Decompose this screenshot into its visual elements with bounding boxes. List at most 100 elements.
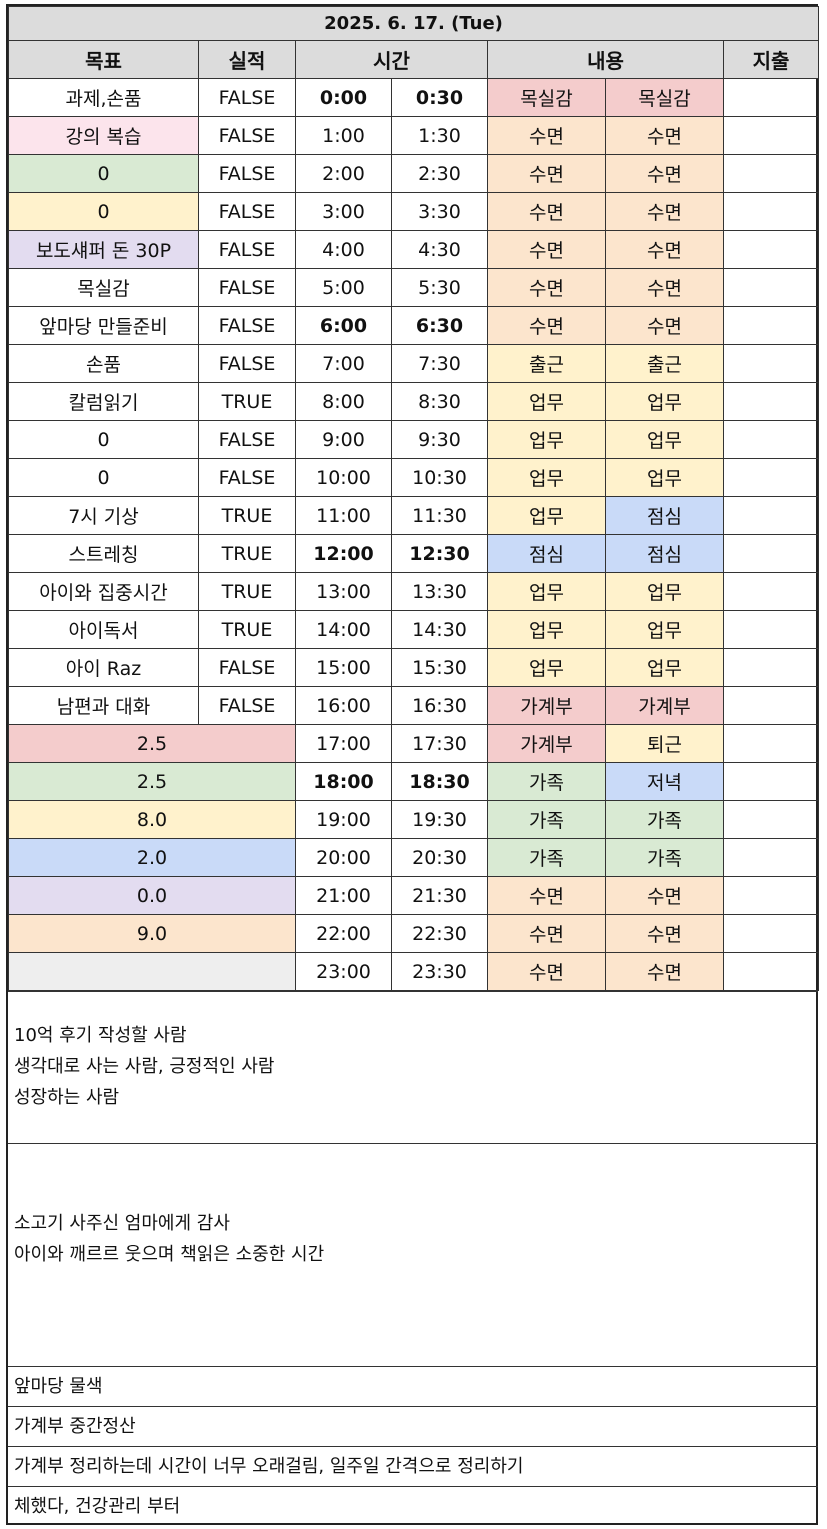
time-half-cell[interactable]: 14:30 <box>391 610 488 649</box>
expense-cell[interactable] <box>722 952 820 991</box>
result-cell[interactable]: FALSE <box>198 344 296 383</box>
content-cell[interactable]: 가족 <box>605 800 724 839</box>
time-start-cell[interactable]: 21:00 <box>295 876 392 915</box>
result-cell[interactable]: TRUE <box>198 496 296 535</box>
expense-cell[interactable] <box>722 116 820 155</box>
time-half-cell[interactable]: 23:30 <box>391 952 488 991</box>
expense-cell[interactable] <box>722 268 820 307</box>
content-cell[interactable]: 목실감 <box>605 78 724 117</box>
summary-cell[interactable]: 2.5 <box>8 762 296 801</box>
content-cell[interactable]: 점심 <box>487 534 606 573</box>
time-start-cell[interactable]: 0:00 <box>295 78 392 117</box>
expense-cell[interactable] <box>722 876 820 915</box>
result-cell[interactable]: FALSE <box>198 230 296 269</box>
content-cell[interactable]: 수면 <box>605 192 724 231</box>
expense-cell[interactable] <box>722 420 820 459</box>
expense-cell[interactable] <box>722 192 820 231</box>
content-cell[interactable]: 점심 <box>605 534 724 573</box>
content-cell[interactable]: 수면 <box>605 268 724 307</box>
header-content[interactable]: 내용 <box>487 40 724 79</box>
goal-cell[interactable]: 손품 <box>8 344 199 383</box>
time-start-cell[interactable]: 17:00 <box>295 724 392 763</box>
content-cell[interactable]: 수면 <box>487 154 606 193</box>
time-half-cell[interactable]: 13:30 <box>391 572 488 611</box>
expense-cell[interactable] <box>722 230 820 269</box>
note-row-4[interactable]: 체했다, 건강관리 부터 <box>8 1486 818 1526</box>
goal-cell[interactable]: 0 <box>8 420 199 459</box>
time-half-cell[interactable]: 3:30 <box>391 192 488 231</box>
result-cell[interactable]: TRUE <box>198 382 296 421</box>
goal-cell[interactable]: 스트레칭 <box>8 534 199 573</box>
content-cell[interactable]: 업무 <box>487 382 606 421</box>
content-cell[interactable]: 수면 <box>605 876 724 915</box>
time-start-cell[interactable]: 12:00 <box>295 534 392 573</box>
content-cell[interactable]: 업무 <box>487 420 606 459</box>
content-cell[interactable]: 가족 <box>487 762 606 801</box>
goal-cell[interactable]: 아이 Raz <box>8 648 199 687</box>
expense-cell[interactable] <box>722 572 820 611</box>
content-cell[interactable]: 업무 <box>605 420 724 459</box>
time-start-cell[interactable]: 1:00 <box>295 116 392 155</box>
result-cell[interactable]: FALSE <box>198 154 296 193</box>
content-cell[interactable]: 목실감 <box>487 78 606 117</box>
content-cell[interactable]: 업무 <box>605 572 724 611</box>
content-cell[interactable]: 수면 <box>605 230 724 269</box>
goal-cell[interactable]: 아이독서 <box>8 610 199 649</box>
content-cell[interactable]: 수면 <box>487 876 606 915</box>
content-cell[interactable]: 수면 <box>605 306 724 345</box>
time-half-cell[interactable]: 5:30 <box>391 268 488 307</box>
expense-cell[interactable] <box>722 800 820 839</box>
summary-cell[interactable]: 9.0 <box>8 914 296 953</box>
result-cell[interactable]: TRUE <box>198 572 296 611</box>
time-start-cell[interactable]: 4:00 <box>295 230 392 269</box>
time-start-cell[interactable]: 10:00 <box>295 458 392 497</box>
time-half-cell[interactable]: 4:30 <box>391 230 488 269</box>
expense-cell[interactable] <box>722 762 820 801</box>
content-cell[interactable]: 수면 <box>605 116 724 155</box>
expense-cell[interactable] <box>722 610 820 649</box>
result-cell[interactable]: FALSE <box>198 420 296 459</box>
summary-cell[interactable]: 8.0 <box>8 800 296 839</box>
content-cell[interactable]: 가계부 <box>487 686 606 725</box>
header-time[interactable]: 시간 <box>295 40 488 79</box>
header-expense[interactable]: 지출 <box>722 40 820 79</box>
time-start-cell[interactable]: 20:00 <box>295 838 392 877</box>
goal-cell[interactable]: 과제,손품 <box>8 78 199 117</box>
content-cell[interactable]: 업무 <box>605 382 724 421</box>
content-cell[interactable]: 수면 <box>605 154 724 193</box>
goal-cell[interactable]: 목실감 <box>8 268 199 307</box>
time-half-cell[interactable]: 8:30 <box>391 382 488 421</box>
goal-cell[interactable]: 0 <box>8 154 199 193</box>
time-half-cell[interactable]: 10:30 <box>391 458 488 497</box>
note-row-2[interactable]: 가계부 중간정산 <box>8 1406 818 1446</box>
time-start-cell[interactable]: 2:00 <box>295 154 392 193</box>
content-cell[interactable]: 수면 <box>487 914 606 953</box>
result-cell[interactable]: FALSE <box>198 686 296 725</box>
content-cell[interactable]: 수면 <box>487 116 606 155</box>
content-cell[interactable]: 업무 <box>487 496 606 535</box>
result-cell[interactable]: FALSE <box>198 458 296 497</box>
goal-cell[interactable]: 앞마당 만들준비 <box>8 306 199 345</box>
time-half-cell[interactable]: 11:30 <box>391 496 488 535</box>
time-half-cell[interactable]: 15:30 <box>391 648 488 687</box>
expense-cell[interactable] <box>722 306 820 345</box>
expense-cell[interactable] <box>722 914 820 953</box>
time-start-cell[interactable]: 22:00 <box>295 914 392 953</box>
time-start-cell[interactable]: 6:00 <box>295 306 392 345</box>
header-goal[interactable]: 목표 <box>8 40 199 79</box>
goal-cell[interactable]: 아이와 집중시간 <box>8 572 199 611</box>
time-half-cell[interactable]: 2:30 <box>391 154 488 193</box>
content-cell[interactable]: 출근 <box>605 344 724 383</box>
note-row-3[interactable]: 가계부 정리하는데 시간이 너무 오래걸림, 일주일 간격으로 정리하기 <box>8 1446 818 1486</box>
notes-block-vision[interactable]: 10억 후기 작성할 사람 생각대로 사는 사람, 긍정적인 사람 성장하는 사… <box>8 991 818 1143</box>
time-start-cell[interactable]: 7:00 <box>295 344 392 383</box>
time-start-cell[interactable]: 5:00 <box>295 268 392 307</box>
result-cell[interactable]: FALSE <box>198 268 296 307</box>
content-cell[interactable]: 저녁 <box>605 762 724 801</box>
content-cell[interactable]: 가족 <box>487 838 606 877</box>
time-half-cell[interactable]: 0:30 <box>391 78 488 117</box>
content-cell[interactable]: 수면 <box>487 230 606 269</box>
expense-cell[interactable] <box>722 838 820 877</box>
header-result[interactable]: 실적 <box>198 40 296 79</box>
time-half-cell[interactable]: 16:30 <box>391 686 488 725</box>
